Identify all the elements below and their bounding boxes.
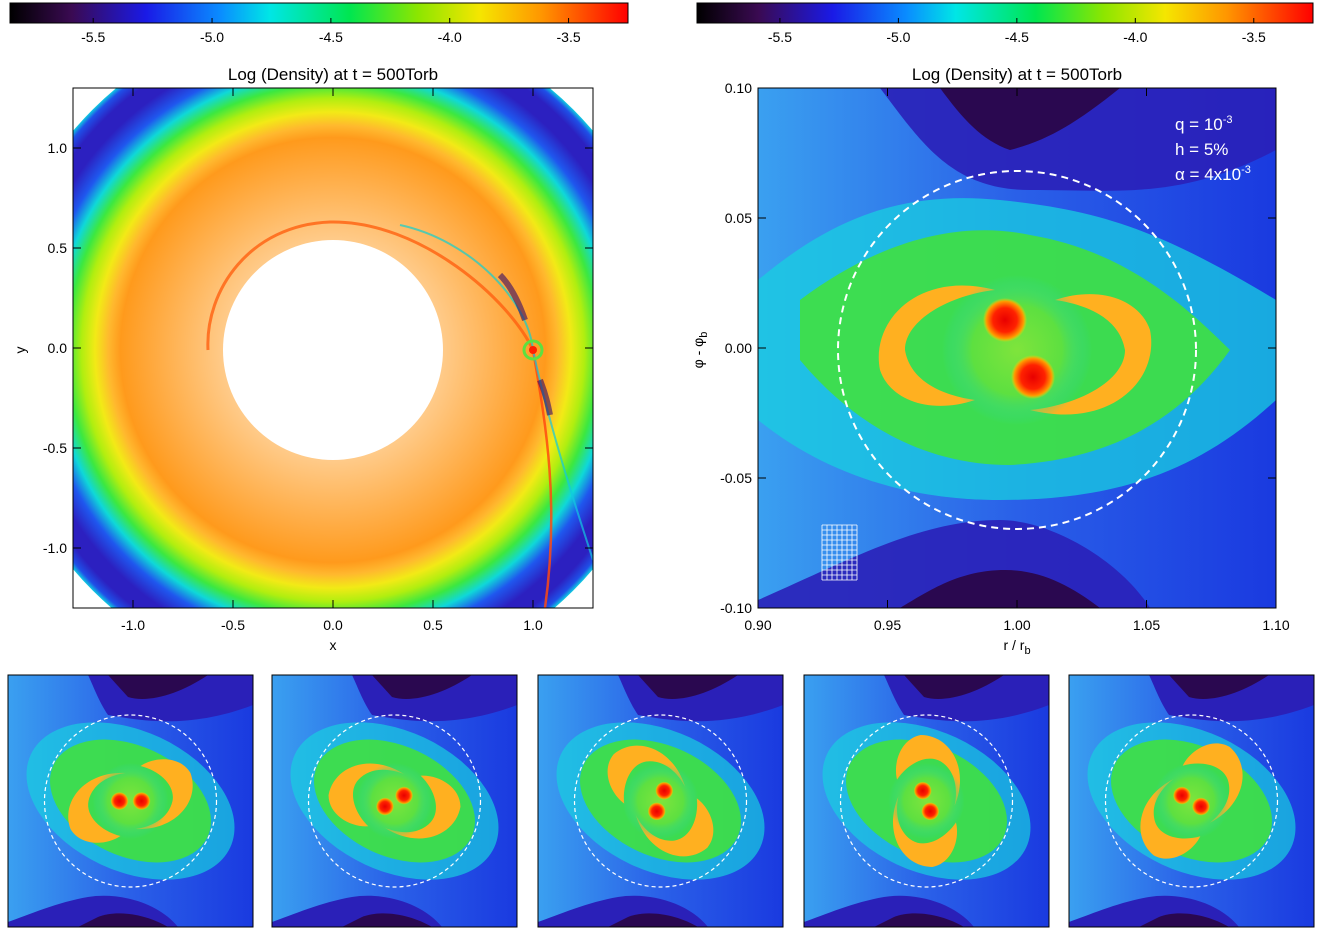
panel1-ytick-label: -0.5	[43, 440, 67, 456]
annotation-h: h = 5%	[1175, 140, 1228, 159]
colorbar-right-tick-label: -5.5	[768, 29, 792, 45]
colorbar-left-tick-label: -4.0	[438, 29, 462, 45]
colorbar-left-tick-label: -5.5	[81, 29, 105, 45]
snapshot-frame	[537, 674, 784, 928]
snapshot-core	[1172, 786, 1191, 805]
colorbar-left-tick-label: -4.5	[319, 29, 343, 45]
snapshot-panel	[538, 675, 783, 927]
annotation-alpha: α = 4x10-3	[1175, 164, 1251, 184]
panel1-ylabel: y	[12, 347, 28, 354]
panel2-xtick-label: 1.10	[1262, 617, 1289, 633]
snapshot-frame	[7, 674, 254, 928]
panel2-ytick-label: -0.05	[720, 470, 752, 486]
binary-core-1	[983, 298, 1027, 342]
snapshot-hill-circle	[307, 714, 482, 888]
panel2-xlabel: r / rb	[1003, 637, 1030, 657]
panel2-xtick-label: 1.00	[1003, 617, 1030, 633]
snapshot-core	[110, 792, 129, 810]
binary-zoom-density-map	[758, 88, 1276, 608]
panel1-xtick-label: -1.0	[121, 617, 145, 633]
snapshot-core	[647, 802, 666, 821]
annotation-q: q = 10-3	[1175, 114, 1233, 134]
panel2-xtick-label: 1.05	[1133, 617, 1160, 633]
hill-sphere-circle	[837, 170, 1197, 530]
colorbar-right-tick-label: -5.0	[886, 29, 910, 45]
panel2-ylabel: φ - φb	[690, 332, 710, 369]
colorbar-right-tick-label: -3.5	[1242, 29, 1266, 45]
disk-density-map	[73, 88, 593, 608]
snapshot-hill-circle	[573, 714, 748, 888]
panel2-ytick-label: 0.10	[725, 80, 752, 96]
snapshot-panel	[804, 675, 1049, 927]
panel1-xlabel: x	[330, 637, 337, 653]
panel1-xtick-label: 1.0	[523, 617, 543, 633]
snapshot-frame	[271, 674, 518, 928]
bottom-snapshot-panels	[7, 674, 1315, 928]
snapshot-panel	[8, 675, 253, 927]
panel2-ytick-label: 0.05	[725, 210, 752, 226]
panel1-xtick-label: 0.5	[423, 617, 443, 633]
snapshot-core	[1192, 797, 1211, 816]
colorbar-left-tick-label: -3.5	[557, 29, 581, 45]
colorbar-right: -5.5 -5.0 -4.5 -4.0 -3.5	[696, 2, 1314, 45]
panel2-xtick-label: 0.95	[874, 617, 901, 633]
snapshot-hill-circle	[839, 714, 1014, 888]
panel2-ytick-label: -0.10	[720, 600, 752, 616]
snapshot-panel	[272, 675, 517, 927]
panel1-ytick-label: 0.5	[48, 240, 68, 256]
colorbar-right-tick-label: -4.5	[1005, 29, 1029, 45]
snapshot-hill-circle	[43, 714, 218, 888]
snapshot-core	[655, 781, 674, 800]
snapshot-hill-circle	[1104, 714, 1279, 888]
snapshot-frame	[803, 674, 1050, 928]
panel2-xtick-label: 0.90	[744, 617, 771, 633]
colorbar-left-tick-label: -5.0	[200, 29, 224, 45]
mesh-grid-inset	[821, 524, 858, 581]
panel1-ytick-label: 1.0	[48, 140, 68, 156]
snapshot-core	[913, 781, 932, 800]
panel2-ytick-label: 0.00	[725, 340, 752, 356]
colorbar-left: -5.5 -5.0 -4.5 -4.0 -3.5	[9, 2, 629, 45]
colorbar-right-tick-label: -4.0	[1123, 29, 1147, 45]
snapshot-panel	[1069, 675, 1314, 927]
panel1-title: Log (Density) at t = 500Torb	[228, 65, 438, 84]
snapshot-core	[375, 797, 394, 816]
snapshot-core	[921, 802, 940, 821]
panel2-title: Log (Density) at t = 500Torb	[912, 65, 1122, 84]
snapshot-frame	[1068, 674, 1315, 928]
panel1-ytick-label: -1.0	[43, 540, 67, 556]
panel1-xtick-label: 0.0	[323, 617, 343, 633]
panel1-xtick-label: -0.5	[221, 617, 245, 633]
panel2-ticks: 0.90 0.95 1.00 1.05 1.10 -0.10 -0.05 0.00 0.05 0.…	[720, 80, 1290, 633]
panel1-ytick-label: 0.0	[48, 340, 68, 356]
snapshot-core	[395, 786, 414, 805]
panel1-ticks: -1.0 -0.5 0.0 0.5 1.0 -1.0 -0.5 0.0 0.5 1.0	[43, 88, 593, 633]
snapshot-core	[132, 792, 151, 810]
binary-core-2	[1011, 355, 1055, 399]
